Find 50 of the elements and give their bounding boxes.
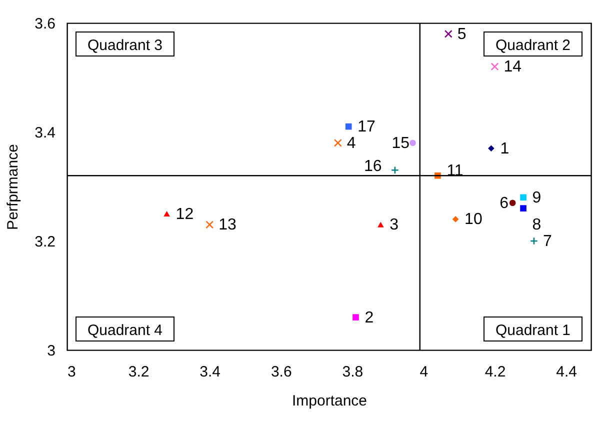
point <box>352 314 359 320</box>
point <box>378 222 384 228</box>
point <box>520 205 526 212</box>
point <box>530 236 538 246</box>
series-label: 15 <box>392 134 410 152</box>
series-label: 4 <box>346 134 356 152</box>
x-tick-label: 4 <box>420 364 428 380</box>
y-axis-title: Perfprmance <box>4 144 22 230</box>
series-label: 7 <box>542 233 552 250</box>
annotation: Quadrant 4 <box>87 322 163 339</box>
point <box>164 211 170 216</box>
point <box>345 123 352 130</box>
point <box>452 216 459 222</box>
series-label: 16 <box>364 158 382 176</box>
x-tick-label: 3.6 <box>270 364 292 380</box>
x-tick-label: 4.4 <box>556 364 577 380</box>
point <box>390 166 399 174</box>
series-label: 5 <box>457 26 466 43</box>
series-label: 9 <box>532 189 542 206</box>
point <box>334 138 342 147</box>
point <box>520 194 526 201</box>
x-tick-label: 4.2 <box>484 364 506 380</box>
series-label: 10 <box>464 211 482 228</box>
y-tick-label: 3.4 <box>34 124 56 142</box>
annotation: Quadrant 3 <box>87 37 163 54</box>
series-label: 17 <box>358 118 376 136</box>
x-axis-title: Importance <box>292 392 368 410</box>
point <box>509 200 516 206</box>
point <box>410 140 416 146</box>
point <box>206 220 214 229</box>
series-label: 2 <box>364 309 374 326</box>
series-label: 3 <box>390 216 399 234</box>
series-label: 13 <box>218 216 236 234</box>
x-tick-label: 3 <box>68 364 76 380</box>
annotation: Quadrant 1 <box>495 322 571 339</box>
y-tick-label: 3 <box>47 342 56 360</box>
point <box>490 62 499 71</box>
point <box>444 30 452 38</box>
x-tick-label: 3.4 <box>200 364 221 380</box>
annotation: Quadrant 2 <box>495 37 571 54</box>
series-label: 8 <box>532 216 542 234</box>
series-label: 1 <box>500 140 510 158</box>
series-label: 6 <box>500 194 509 212</box>
y-tick-label: 3.2 <box>34 234 56 250</box>
x-tick-label: 3.2 <box>128 364 150 380</box>
series-label: 14 <box>504 58 522 76</box>
y-tick-label: 3.6 <box>34 16 56 32</box>
series-label: 12 <box>176 206 194 223</box>
point <box>488 145 494 152</box>
x-tick-label: 3.8 <box>342 364 364 380</box>
